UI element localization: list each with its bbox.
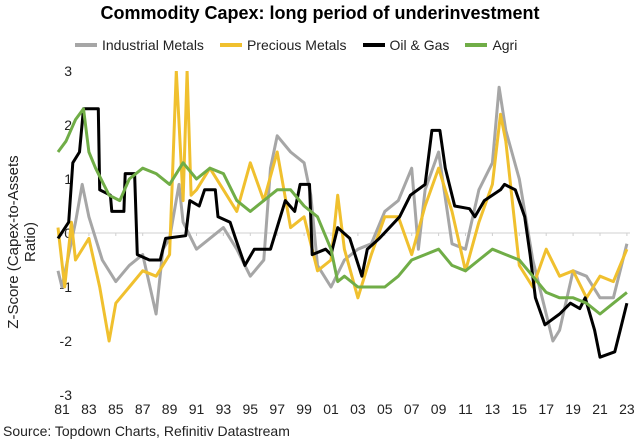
y-tick-label: 3 <box>64 63 72 79</box>
legend-label: Agri <box>492 37 518 53</box>
y-tick-label: 1 <box>64 171 72 187</box>
legend-label: Precious Metals <box>246 37 347 53</box>
legend-swatch <box>465 43 488 47</box>
x-tick-label: 15 <box>512 401 528 417</box>
series-line-precious-metals <box>56 71 629 343</box>
legend-swatch <box>219 43 242 47</box>
x-tick-label: 85 <box>108 401 124 417</box>
x-tick-label: 23 <box>619 401 635 417</box>
x-tick-label: 07 <box>404 401 420 417</box>
x-tick-label: 03 <box>350 401 366 417</box>
x-tick-label: 89 <box>162 401 178 417</box>
x-tick-label: 87 <box>135 401 151 417</box>
x-tick-label: 81 <box>54 401 70 417</box>
x-tick-label: 21 <box>592 401 608 417</box>
legend: Industrial Metals Precious Metals Oil & … <box>75 37 517 53</box>
x-tick-label: 95 <box>243 401 259 417</box>
source-note: Source: Topdown Charts, Refinitiv Datast… <box>3 423 290 439</box>
x-tick-label: 19 <box>565 401 581 417</box>
y-tick-label: 2 <box>64 117 72 133</box>
legend-swatch <box>75 43 97 47</box>
legend-item-industrial-metals: Industrial Metals <box>75 37 204 53</box>
series-line-agri <box>56 107 628 316</box>
y-tick-label: 0 <box>64 225 72 241</box>
x-tick-label: 17 <box>538 401 554 417</box>
x-tick-label: 13 <box>485 401 501 417</box>
series-line-oil-gas <box>56 107 629 359</box>
x-tick-label: 83 <box>81 401 97 417</box>
legend-item-precious-metals: Precious Metals <box>219 37 347 53</box>
x-tick-label: 91 <box>189 401 205 417</box>
legend-item-agri: Agri <box>465 37 517 53</box>
x-tick-label: 05 <box>377 401 393 417</box>
legend-item-oil-gas: Oil & Gas <box>362 37 450 53</box>
x-tick-label: 01 <box>323 401 339 417</box>
x-tick-label: 93 <box>216 401 232 417</box>
series-line-industrial-metals <box>56 85 629 343</box>
chart-title: Commodity Capex: long period of underinv… <box>100 3 540 23</box>
legend-label: Industrial Metals <box>102 37 204 53</box>
legend-label: Oil & Gas <box>389 37 450 53</box>
legend-swatch <box>362 43 385 47</box>
x-tick-label: 11 <box>458 401 473 417</box>
x-tick-label: 99 <box>296 401 312 417</box>
x-tick-label: 09 <box>431 401 447 417</box>
y-tick-label: -2 <box>60 333 73 349</box>
y-tick-label: -3 <box>60 387 73 403</box>
x-tick-label: 97 <box>269 401 285 417</box>
